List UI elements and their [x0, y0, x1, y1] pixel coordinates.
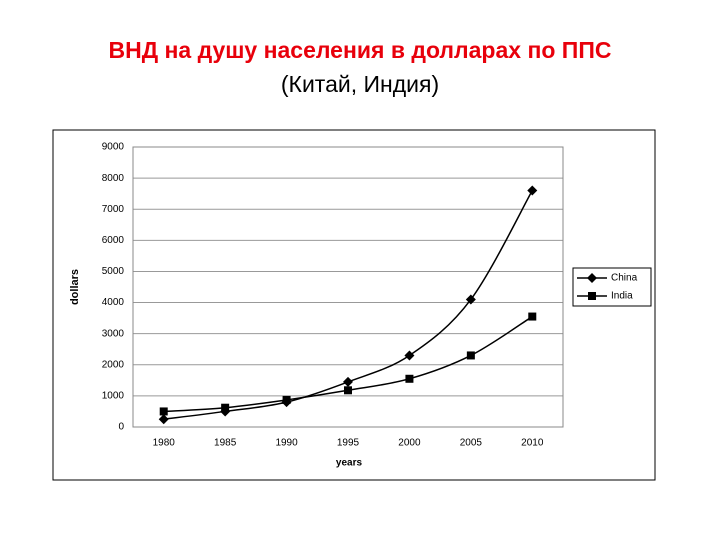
- y-tick-label: 0: [118, 422, 124, 433]
- plot-area: [132, 146, 564, 428]
- point: [158, 414, 169, 425]
- y-tick-label: 2000: [102, 359, 125, 370]
- legend-label: India: [611, 291, 633, 302]
- x-axis-label: years: [336, 458, 363, 469]
- point: [159, 407, 168, 416]
- y-tick-label: 6000: [102, 235, 125, 246]
- chart-title: ВНД на душу населения в долларах по ППС: [109, 37, 612, 63]
- x-tick-label: 1995: [337, 438, 360, 449]
- chart-border: [52, 129, 656, 481]
- point: [404, 350, 415, 361]
- point: [344, 386, 352, 395]
- y-tick-label: 1000: [102, 391, 125, 402]
- legend-box: [572, 267, 652, 307]
- point: [221, 403, 230, 412]
- point: [527, 185, 538, 196]
- y-tick-label: 9000: [102, 142, 125, 153]
- x-tick-label: 1990: [275, 438, 298, 449]
- point: [465, 294, 476, 305]
- x-tick-label: 2005: [460, 438, 483, 449]
- point: [528, 312, 537, 321]
- x-tick-label: 2000: [398, 438, 421, 449]
- series-line: [163, 315, 533, 413]
- point: [466, 351, 475, 360]
- x-tick-label: 2010: [521, 438, 544, 449]
- y-tick-label: 4000: [102, 297, 125, 308]
- chart-subtitle: (Китай, Индия): [281, 71, 439, 97]
- point: [282, 395, 291, 404]
- y-tick-label: 5000: [102, 266, 125, 277]
- y-tick-label: 3000: [102, 328, 125, 339]
- legend-marker: [588, 292, 596, 300]
- y-axis-label: dollars: [69, 269, 81, 305]
- point: [343, 376, 353, 387]
- x-tick-label: 1980: [153, 438, 176, 449]
- y-tick-label: 8000: [102, 173, 125, 184]
- y-tick-label: 7000: [102, 204, 125, 215]
- legend-marker: [587, 273, 597, 283]
- point: [405, 374, 414, 383]
- legend-label: China: [611, 273, 638, 284]
- x-tick-label: 1985: [214, 438, 237, 449]
